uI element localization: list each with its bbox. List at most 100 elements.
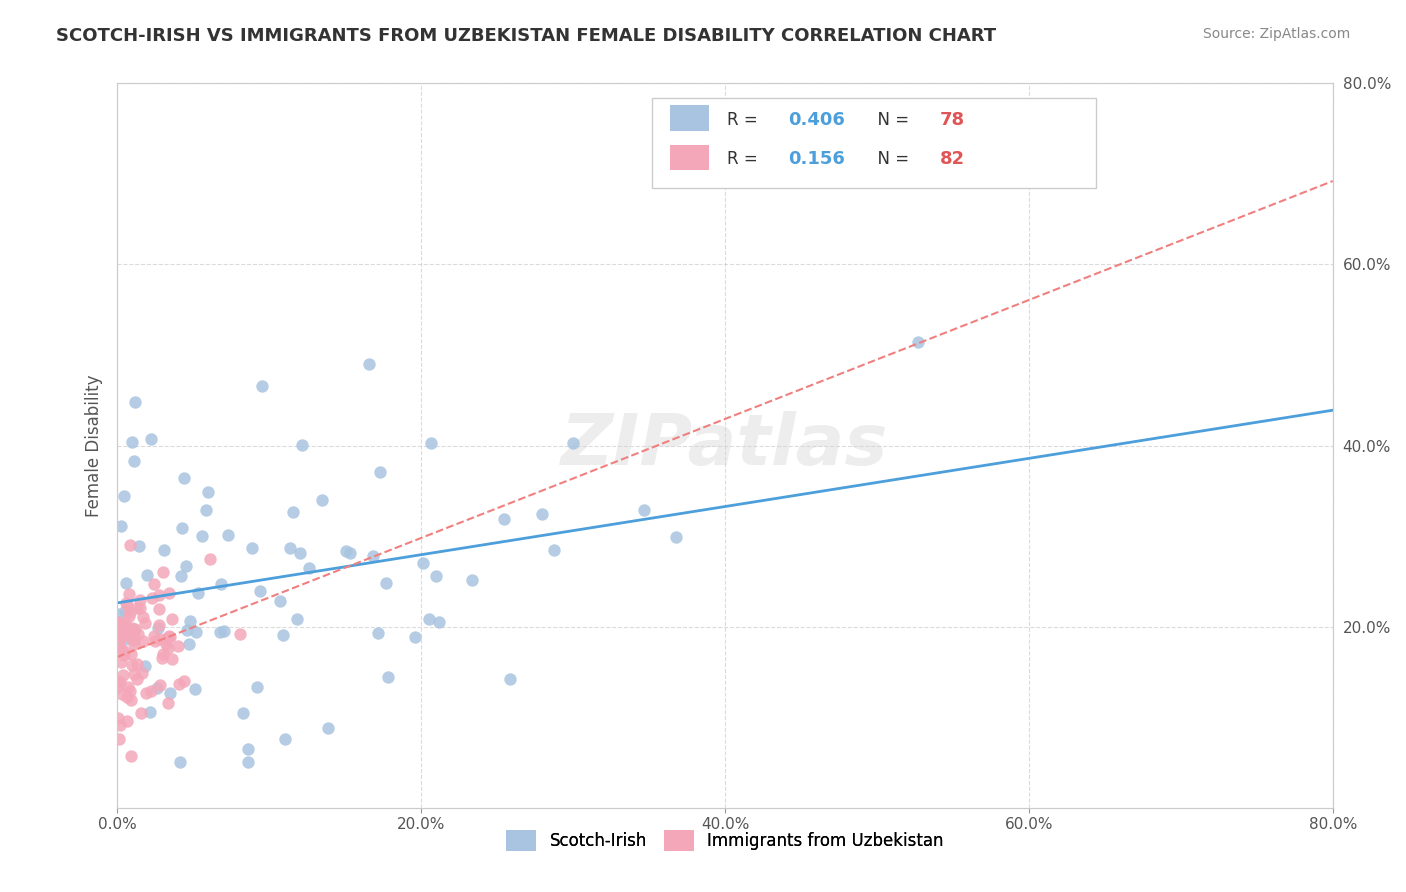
Point <box>108 675 131 690</box>
Point <box>142 577 165 591</box>
Point <box>122 454 145 468</box>
Point <box>110 630 132 644</box>
Point <box>110 519 132 533</box>
Point <box>121 628 143 642</box>
Point <box>115 575 138 590</box>
Point <box>177 637 200 651</box>
Point <box>125 672 148 686</box>
Point <box>125 657 148 672</box>
Point <box>120 693 142 707</box>
Point <box>107 711 129 725</box>
Point <box>148 617 170 632</box>
Point <box>167 639 190 653</box>
Text: 82: 82 <box>941 151 966 169</box>
Point <box>298 561 321 575</box>
Point <box>121 621 143 635</box>
Point <box>427 615 450 629</box>
Point <box>217 528 239 542</box>
FancyBboxPatch shape <box>652 98 1095 188</box>
Point <box>665 530 688 544</box>
Point <box>174 559 197 574</box>
Text: N =: N = <box>868 151 914 169</box>
Point <box>120 538 142 552</box>
Point <box>111 628 134 642</box>
Point <box>152 542 174 557</box>
Point <box>179 614 201 628</box>
Point <box>278 541 301 555</box>
Point <box>160 652 183 666</box>
Point <box>114 604 136 618</box>
Text: Source: ZipAtlas.com: Source: ZipAtlas.com <box>1202 27 1350 41</box>
Text: N =: N = <box>868 111 914 128</box>
Point <box>173 471 195 485</box>
Point <box>118 605 141 619</box>
Point <box>291 438 314 452</box>
Point <box>129 706 152 720</box>
Text: ZIPatlas: ZIPatlas <box>561 411 889 480</box>
Point <box>141 591 163 605</box>
Point <box>112 617 135 632</box>
Text: SCOTCH-IRISH VS IMMIGRANTS FROM UZBEKISTAN FEMALE DISABILITY CORRELATION CHART: SCOTCH-IRISH VS IMMIGRANTS FROM UZBEKIST… <box>56 27 997 45</box>
Point <box>157 697 180 711</box>
Point <box>339 546 361 560</box>
Point <box>139 684 162 698</box>
Point <box>316 721 339 735</box>
Point <box>290 546 312 560</box>
Point <box>118 587 141 601</box>
Point <box>335 544 357 558</box>
Point <box>117 629 139 643</box>
Point <box>117 680 139 694</box>
Point <box>186 625 208 640</box>
Point <box>194 502 217 516</box>
Point <box>122 637 145 651</box>
Point <box>249 583 271 598</box>
Text: R =: R = <box>727 111 763 128</box>
FancyBboxPatch shape <box>671 105 709 130</box>
Point <box>236 756 259 770</box>
Point <box>120 748 142 763</box>
Point <box>561 436 583 450</box>
Text: 0.406: 0.406 <box>789 111 845 128</box>
Point <box>311 492 333 507</box>
Point <box>148 588 170 602</box>
Point <box>159 630 181 644</box>
Point <box>152 647 174 661</box>
Point <box>107 674 129 689</box>
Point <box>112 648 135 663</box>
Point <box>212 624 235 639</box>
Point <box>115 598 138 612</box>
Point <box>157 641 180 656</box>
Point <box>114 490 136 504</box>
Point <box>128 601 150 615</box>
Point <box>111 687 134 701</box>
Point <box>108 626 131 640</box>
Point <box>531 507 554 521</box>
Point <box>122 632 145 647</box>
Point <box>146 621 169 635</box>
Point <box>117 690 139 704</box>
Point <box>129 592 152 607</box>
Point <box>125 601 148 615</box>
Point <box>271 628 294 642</box>
Point <box>134 659 156 673</box>
Point <box>143 633 166 648</box>
Text: 78: 78 <box>941 111 966 128</box>
Point <box>124 394 146 409</box>
Point <box>176 624 198 638</box>
Point <box>425 569 447 583</box>
Point <box>132 610 155 624</box>
Point <box>238 742 260 756</box>
Point <box>208 624 231 639</box>
Point <box>412 557 434 571</box>
Point <box>157 629 180 643</box>
Point <box>197 484 219 499</box>
Point <box>135 686 157 700</box>
Point <box>377 670 399 684</box>
Point <box>363 549 385 563</box>
Point <box>240 541 263 555</box>
Point <box>359 357 381 371</box>
Point <box>172 521 194 535</box>
Point <box>132 633 155 648</box>
Point <box>136 568 159 582</box>
Point <box>155 637 177 651</box>
